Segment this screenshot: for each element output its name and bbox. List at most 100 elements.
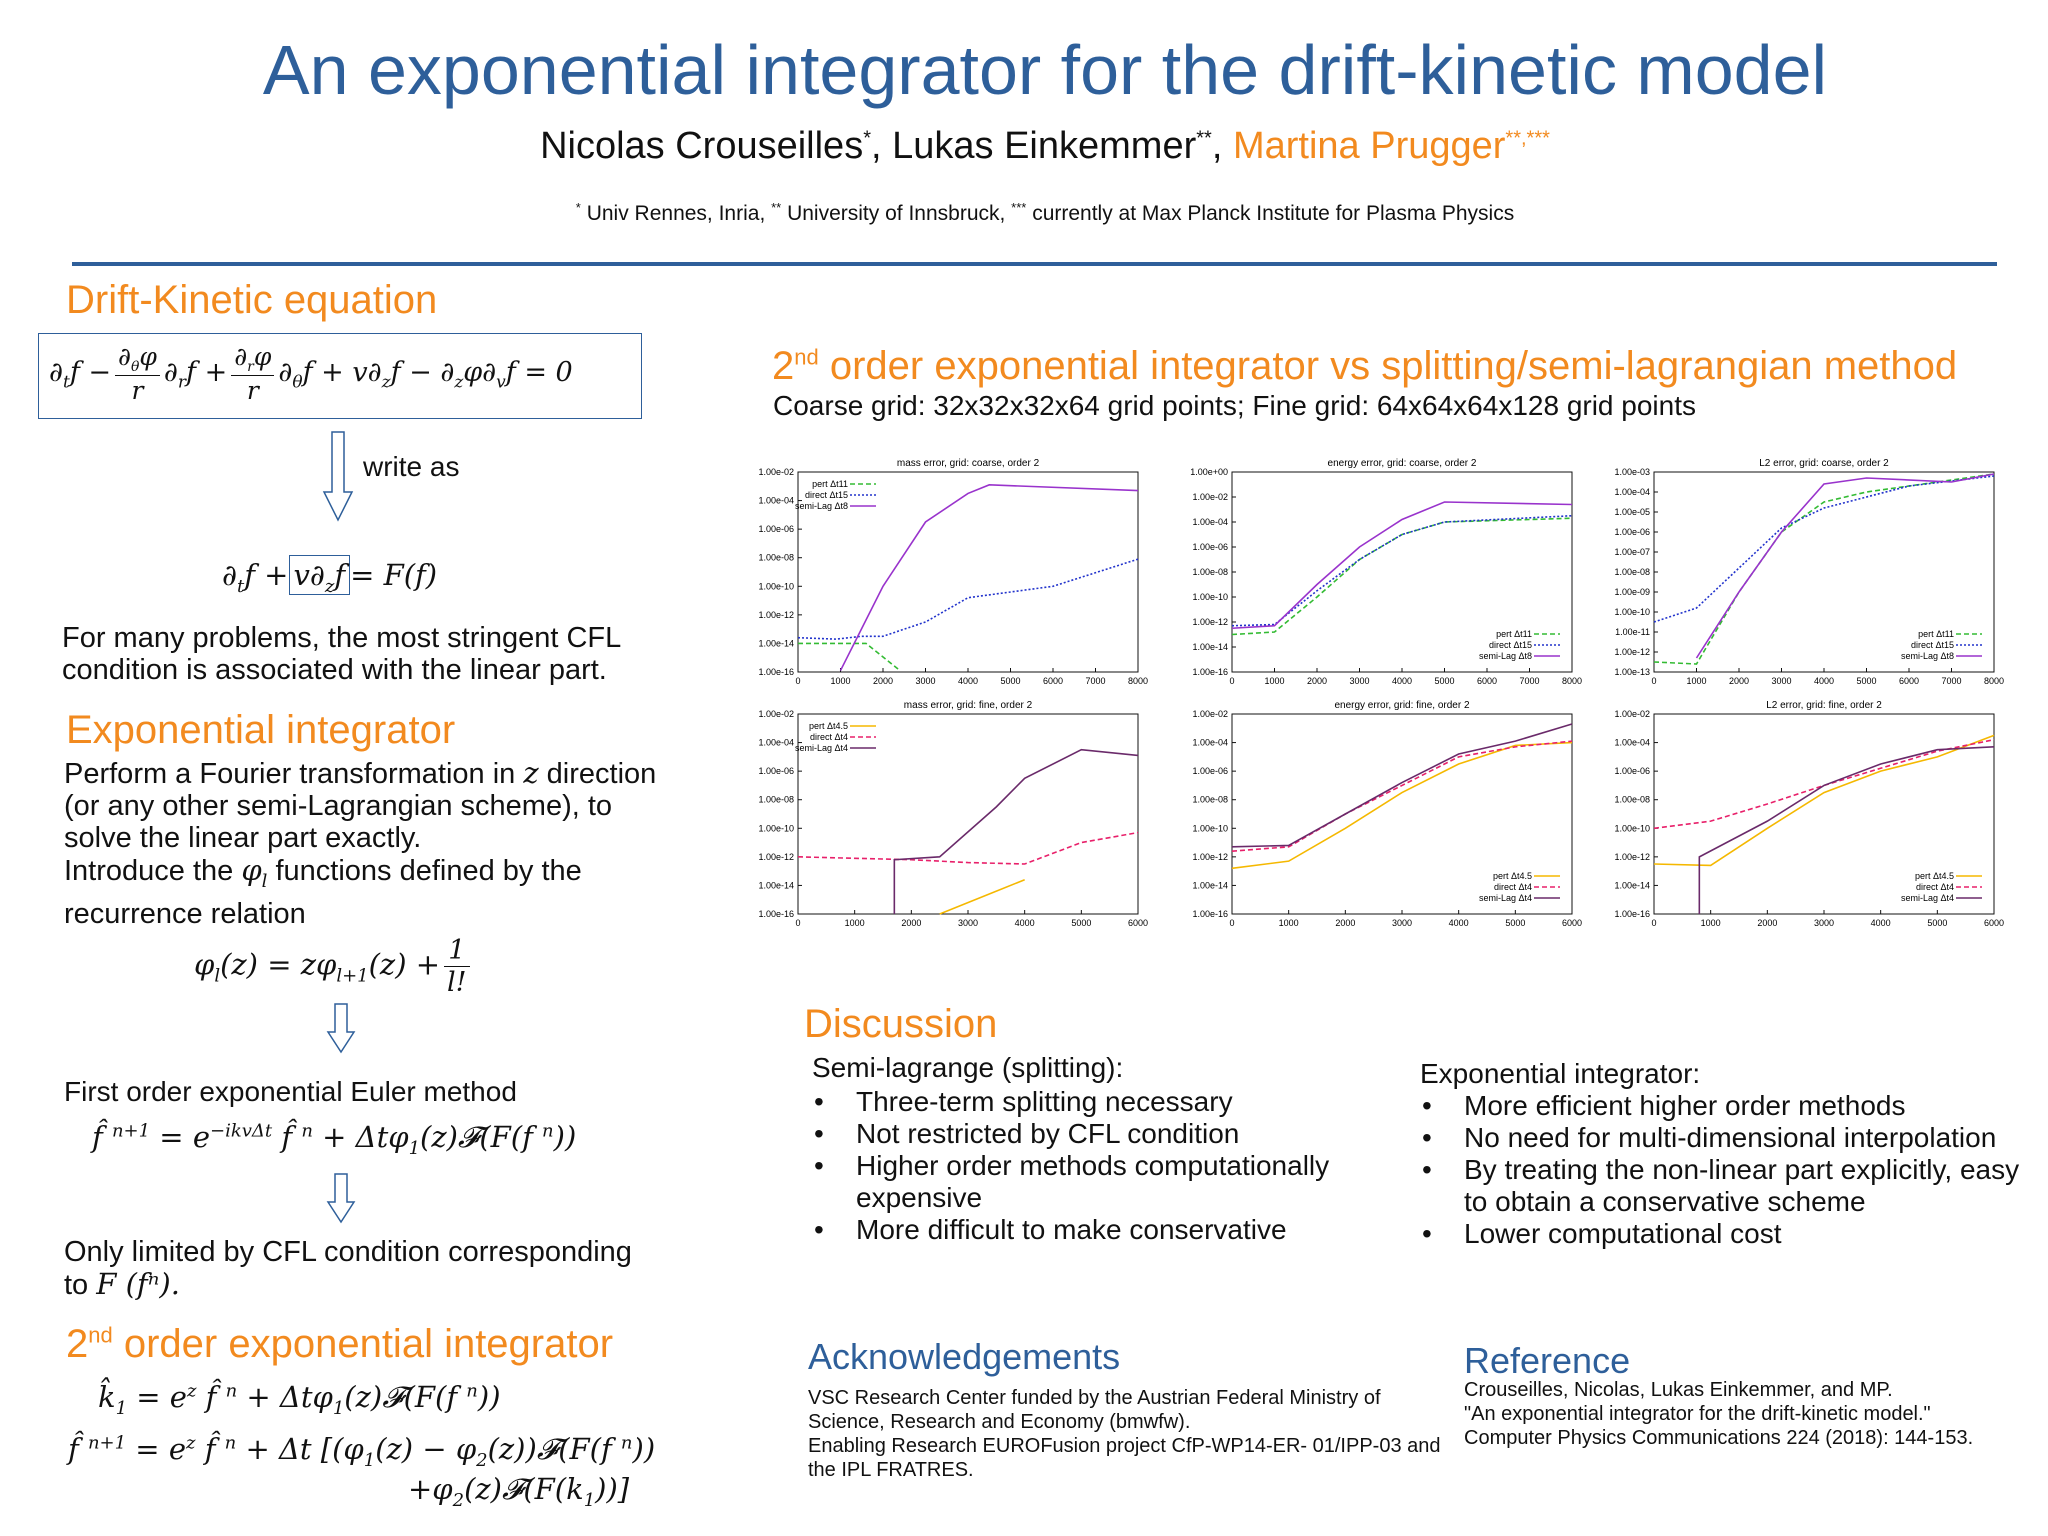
series-line <box>1231 723 1573 848</box>
plot-frame <box>797 713 1139 915</box>
x-tick-label: 4000 <box>1814 676 1834 686</box>
x-tick-label: 4000 <box>1871 918 1891 928</box>
legend-label: direct Δt4 <box>810 732 848 742</box>
second-order-heading: 2nd order exponential integrator <box>66 1322 613 1367</box>
y-tick-label: 1.00e-12 <box>758 852 794 862</box>
y-tick-label: 1.00e-02 <box>758 709 794 719</box>
chart-title: energy error, grid: coarse, order 2 <box>1328 458 1477 469</box>
exp-text: functions defined by the recurrence rela… <box>64 855 582 930</box>
x-tick-label: 4000 <box>1015 918 1035 928</box>
list-item: Higher order methods computationally exp… <box>810 1150 1370 1214</box>
x-tick-label: 1000 <box>830 676 850 686</box>
second-order-equation: f̂ n+1 = ez f̂ n + Δt [(φ1(z) − φ2(z))𝓕(… <box>68 1432 656 1471</box>
series-line <box>1231 741 1573 870</box>
y-tick-label: 1.00e-11 <box>1615 627 1650 637</box>
acknowledgements-heading: Acknowledgements <box>808 1336 1121 1377</box>
x-tick-label: 6000 <box>1984 918 2004 928</box>
cfl2-text: Only limited by CFL condition correspond… <box>64 1236 632 1301</box>
chart-title: L2 error, grid: fine, order 2 <box>1766 700 1882 711</box>
y-tick-label: 1.00e-12 <box>1614 852 1650 862</box>
y-tick-label: 1.00e-16 <box>1192 667 1228 677</box>
y-tick-label: 1.00e-02 <box>758 467 794 477</box>
y-tick-label: 1.00e-16 <box>1614 909 1650 919</box>
y-tick-label: 1.00e-10 <box>1614 607 1650 617</box>
plot-frame <box>1231 471 1573 673</box>
x-tick-label: 6000 <box>1477 676 1497 686</box>
y-tick-label: 1.00e-10 <box>1614 823 1650 833</box>
x-tick-label: 1000 <box>1264 676 1284 686</box>
affil-mark: ** <box>771 200 782 215</box>
compact-equation: ∂tf + v∂zf = F(f) <box>222 555 437 597</box>
x-tick-label: 3000 <box>1814 918 1834 928</box>
euler-equation: f̂ n+1 = e−ikvΔt f̂ n + Δtφ1(z)𝓕(F(f n)) <box>92 1120 577 1159</box>
list-item: Lower computational cost <box>1418 1218 2038 1250</box>
y-tick-label: 1.00e-10 <box>1192 823 1228 833</box>
legend-label: semi-Lag Δt4 <box>1479 893 1532 903</box>
x-tick-label: 6000 <box>1128 918 1148 928</box>
y-tick-label: 1.00e-10 <box>1192 592 1228 602</box>
ref-line: Crouseilles, Nicolas, Lukas Einkemmer, a… <box>1464 1379 1893 1401</box>
y-tick-label: 1.00e-12 <box>1192 852 1228 862</box>
exp-integrator-title: Exponential integrator: <box>1420 1058 1701 1089</box>
x-tick-label: 6000 <box>1043 676 1063 686</box>
author-3: Martina Prugger <box>1232 125 1506 167</box>
drift-kinetic-heading: Drift-Kinetic equation <box>66 278 438 322</box>
y-tick-label: 1.00e-12 <box>1192 617 1228 627</box>
legend-label: pert Δt11 <box>812 479 848 489</box>
y-tick-label: 1.00e-06 <box>1192 542 1228 552</box>
euler-label: First order exponential Euler method <box>64 1076 517 1107</box>
y-tick-label: 1.00e-06 <box>758 766 794 776</box>
x-tick-label: 2000 <box>873 676 893 686</box>
author-3-mark: **,*** <box>1505 127 1550 150</box>
y-tick-label: 1.00e-16 <box>758 667 794 677</box>
chart-title: L2 error, grid: coarse, order 2 <box>1759 458 1889 469</box>
x-tick-label: 3000 <box>915 676 935 686</box>
x-tick-label: 1000 <box>1686 676 1706 686</box>
down-arrow-icon <box>326 1173 356 1224</box>
x-tick-label: 4000 <box>958 676 978 686</box>
legend-label: pert Δt11 <box>1918 629 1954 639</box>
y-tick-label: 1.00e-03 <box>1614 467 1650 477</box>
z-var: z <box>523 756 539 790</box>
list-item: By treating the non-linear part explicit… <box>1418 1154 2038 1218</box>
y-tick-label: 1.00e+00 <box>1190 467 1228 477</box>
heading-num: 2 <box>66 1322 89 1366</box>
plot-frame <box>1653 713 1995 915</box>
author-1-mark: * <box>863 127 871 150</box>
exp-text: Introduce the <box>64 855 242 887</box>
y-tick-label: 1.00e-06 <box>1614 527 1650 537</box>
x-tick-label: 0 <box>1229 676 1234 686</box>
x-tick-label: 6000 <box>1562 918 1582 928</box>
write-as-label: write as <box>363 451 460 482</box>
y-tick-label: 1.00e-16 <box>1192 909 1228 919</box>
x-tick-label: 5000 <box>1000 676 1020 686</box>
exp-paragraph: Perform a Fourier transformation in z di… <box>64 757 674 930</box>
phi-sub: l <box>261 870 268 892</box>
legend-label: semi-Lag Δt8 <box>795 501 848 511</box>
x-tick-label: 0 <box>795 918 800 928</box>
x-tick-label: 3000 <box>1349 676 1369 686</box>
chart: energy error, grid: fine, order 2 1.00e-0… <box>1192 700 1582 928</box>
chart-title: energy error, grid: fine, order 2 <box>1334 700 1470 711</box>
series-line <box>939 878 1025 915</box>
y-tick-label: 1.00e-04 <box>1192 517 1228 527</box>
chart-panel: mass error, grid: coarse, order 2 1.00e-0… <box>758 458 2004 928</box>
affil-text: currently at Max Planck Institute for Pl… <box>1026 202 1515 225</box>
poster-title: An exponential integrator for the drift-… <box>262 31 1828 109</box>
y-tick-label: 1.00e-05 <box>1614 507 1650 517</box>
plot-frame <box>797 471 1139 673</box>
legend-label: semi-Lag Δt4 <box>1901 893 1954 903</box>
legend-label: semi-Lag Δt8 <box>1901 651 1954 661</box>
chart-title: mass error, grid: coarse, order 2 <box>897 458 1040 469</box>
x-tick-label: 4000 <box>1449 918 1469 928</box>
y-tick-label: 1.00e-08 <box>758 795 794 805</box>
series-line <box>839 484 1139 671</box>
series-line <box>1653 473 1995 665</box>
ack-line: VSC Research Center funded by the Austri… <box>808 1387 1381 1433</box>
affil-text: University of Innsbruck, <box>781 202 1012 225</box>
ref-line: Computer Physics Communications 224 (201… <box>1464 1427 1974 1449</box>
chart: energy error, grid: coarse, order 2 1.00e… <box>1190 458 1582 686</box>
recurrence-equation: φl(z) = zφl+1(z) +1 l! <box>194 935 474 998</box>
x-tick-label: 8000 <box>1984 676 2004 686</box>
x-tick-label: 3000 <box>1771 676 1791 686</box>
